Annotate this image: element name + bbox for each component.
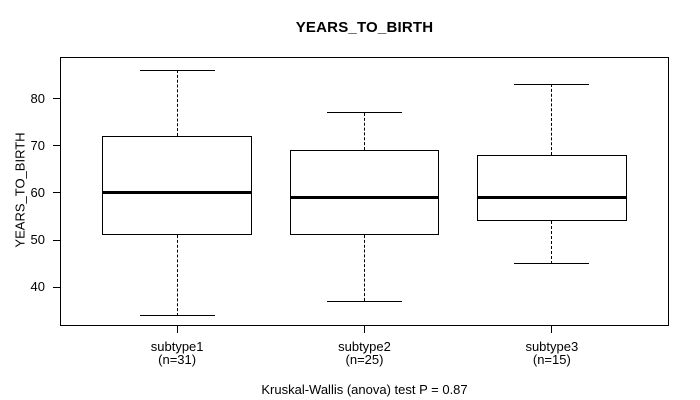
whisker-cap-upper — [514, 83, 590, 85]
whisker-lower — [176, 235, 178, 316]
x-tick-label: subtype2 (n=25) — [290, 340, 440, 366]
whisker-cap-upper — [327, 112, 402, 114]
box — [289, 150, 440, 236]
group-sublabel: (n=25) — [345, 352, 384, 367]
whisker-cap-lower — [514, 263, 590, 265]
whisker-upper — [176, 70, 178, 137]
y-tick-label: 40 — [30, 279, 45, 295]
y-tick-mark — [53, 192, 60, 194]
median-line — [289, 196, 440, 200]
x-tick-mark — [364, 326, 365, 333]
stat-test-annotation: Kruskal-Wallis (anova) test P = 0.87 — [261, 382, 468, 397]
box — [476, 155, 627, 222]
whisker-cap-lower — [139, 315, 215, 317]
plot-area: 40 50 60 70 80 subtype1 (n=31) subtype2 (n=25) su… — [31, 57, 669, 366]
median-line — [476, 196, 627, 200]
group-label: subtype3 — [525, 339, 579, 354]
y-tick-mark — [53, 145, 60, 147]
y-tick-mark — [53, 98, 60, 100]
y-tick-label: 70 — [30, 137, 45, 153]
whisker-lower — [364, 235, 365, 302]
y-tick-mark — [53, 239, 60, 241]
whisker-upper — [551, 84, 553, 156]
chart-title: YEARS_TO_BIRTH — [295, 19, 434, 36]
group-label: subtype2 — [338, 339, 391, 354]
whisker-cap-lower — [327, 300, 402, 302]
group-sublabel: (n=15) — [532, 352, 571, 367]
box — [102, 136, 253, 236]
x-tick-label: subtype1 (n=31) — [102, 340, 252, 366]
group-label: subtype1 — [150, 339, 204, 354]
y-tick-label: 50 — [30, 232, 45, 248]
x-tick-mark — [176, 326, 178, 333]
whisker-upper — [364, 112, 365, 151]
whisker-cap-upper — [139, 69, 215, 71]
x-tick-label: subtype3 (n=15) — [477, 340, 627, 366]
y-tick-mark — [53, 286, 60, 288]
group-sublabel: (n=31) — [158, 352, 197, 367]
x-tick-mark — [551, 326, 553, 333]
y-tick-label: 60 — [30, 184, 45, 200]
median-line — [102, 191, 253, 195]
y-tick-label: 80 — [30, 90, 45, 106]
whisker-lower — [551, 221, 553, 264]
